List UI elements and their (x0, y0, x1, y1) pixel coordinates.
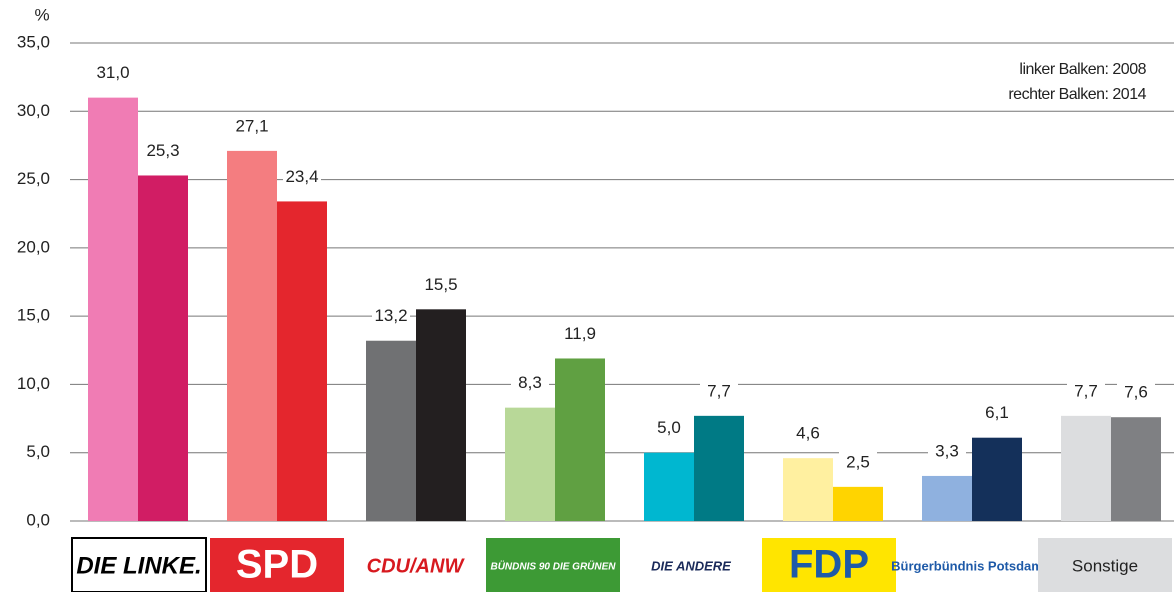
x-tick-label: DIE LINKE. (76, 552, 201, 579)
y-tick-label: 20,0 (17, 237, 50, 256)
y-axis-label: % (34, 5, 49, 24)
label-bg (372, 305, 410, 328)
value-label: 7,6 (1124, 383, 1148, 402)
label-bg (1117, 382, 1155, 405)
label-bg (650, 417, 688, 440)
value-label: 11,9 (564, 324, 596, 343)
category-logo-box (71, 537, 207, 592)
y-tick-label: 5,0 (26, 442, 50, 461)
bar (972, 437, 1022, 521)
value-label: 25,3 (146, 141, 179, 160)
value-label: 7,7 (1074, 381, 1098, 400)
bar (366, 340, 416, 521)
bar (694, 415, 744, 521)
bar (833, 486, 883, 521)
y-tick-label: 15,0 (17, 306, 50, 325)
category-logo-box (900, 538, 1034, 592)
bar (277, 201, 327, 521)
label-bg (511, 372, 549, 395)
category-logo-box (486, 538, 620, 592)
value-label: 23,4 (285, 167, 318, 186)
value-label: 15,5 (424, 275, 457, 294)
x-tick-label: SPD (236, 543, 318, 587)
value-label: 8,3 (518, 373, 542, 392)
bar (227, 150, 277, 522)
label-bg (283, 166, 321, 189)
label-bg (233, 115, 271, 138)
category-logo-box (210, 538, 344, 592)
category-logo-box (624, 538, 758, 592)
value-label: 2,5 (846, 452, 870, 471)
bar (1061, 415, 1111, 521)
label-bg (978, 402, 1016, 425)
value-label: 13,2 (374, 306, 407, 325)
y-tick-label: 30,0 (17, 101, 50, 120)
x-tick-label: CDU/ANW (367, 555, 466, 577)
label-bg (839, 451, 877, 474)
y-tick-label: 10,0 (17, 374, 50, 393)
bar (555, 358, 605, 521)
label-bg (144, 140, 182, 163)
y-tick-label: 25,0 (17, 169, 50, 188)
bar (138, 175, 188, 521)
label-bg (789, 423, 827, 446)
value-label: 31,0 (96, 63, 129, 82)
x-tick-label: Sonstige (1072, 556, 1138, 575)
value-label: 4,6 (796, 424, 820, 443)
value-label: 27,1 (235, 116, 268, 135)
legend-label: rechter Balken: 2014 (1008, 86, 1146, 103)
bar (922, 475, 972, 521)
value-label: 6,1 (985, 403, 1009, 422)
value-label: 5,0 (657, 418, 681, 437)
x-tick-label: BÜNDNIS 90 DIE GRÜNEN (490, 560, 616, 573)
category-logo-box (762, 538, 896, 592)
bar (644, 452, 694, 521)
category-logo-box (1038, 538, 1172, 592)
bar (416, 309, 466, 521)
label-bg (928, 440, 966, 463)
label-bg (94, 62, 132, 85)
bar (505, 407, 555, 521)
x-tick-label: Bürgerbündnis Potsdam (891, 558, 1043, 573)
bar (1111, 417, 1161, 521)
y-tick-label: 0,0 (26, 510, 50, 529)
x-tick-label: FDP (789, 543, 869, 587)
y-tick-label: 35,0 (17, 32, 50, 51)
bar (88, 97, 138, 521)
label-bg (700, 380, 738, 403)
label-bg (561, 323, 599, 346)
value-label: 7,7 (707, 381, 731, 400)
bar (783, 458, 833, 521)
label-bg (422, 274, 460, 297)
category-logo-box (348, 538, 482, 592)
value-label: 3,3 (935, 441, 959, 460)
legend-label: linker Balken: 2008 (1019, 61, 1146, 78)
x-tick-label: DIE ANDERE (651, 558, 731, 573)
label-bg (1067, 380, 1105, 403)
